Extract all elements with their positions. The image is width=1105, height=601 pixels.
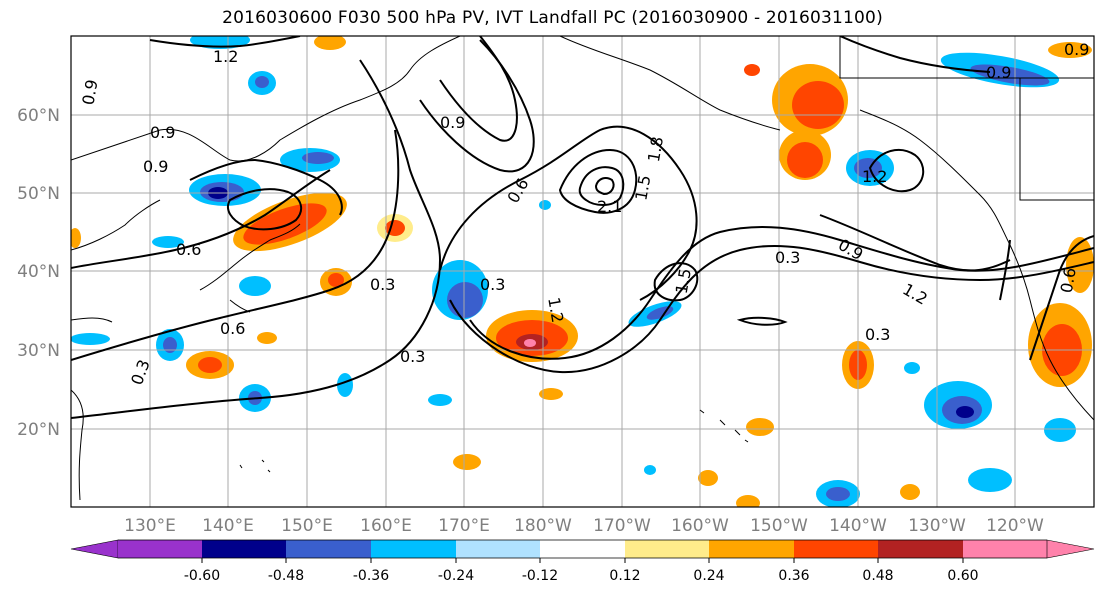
map-title: 2016030600 F030 500 hPa PV, IVT Landfall… xyxy=(222,8,883,28)
lon-label: 140°W xyxy=(829,516,887,536)
contour-label: 0.9 xyxy=(150,123,175,142)
lon-label: 130°E xyxy=(124,516,176,536)
lat-label: 20°N xyxy=(17,420,60,440)
contour-label: 0.9 xyxy=(440,113,465,132)
lon-label: 140°E xyxy=(202,516,254,536)
lon-label: 170°E xyxy=(438,516,490,536)
colorbar-tick-label: -0.36 xyxy=(353,568,389,584)
colorbar-segment xyxy=(118,540,202,558)
contour-label: 0.9 xyxy=(78,78,101,106)
lon-label: 120°W xyxy=(986,516,1044,536)
map-border xyxy=(70,35,1095,508)
lon-label: 150°W xyxy=(750,516,808,536)
colorbar-tick-label: -0.12 xyxy=(522,568,558,584)
colorbar-segment xyxy=(202,540,286,558)
contour-label: 0.3 xyxy=(865,325,890,344)
colorbar-segment xyxy=(878,540,963,558)
contour-label: 0.6 xyxy=(220,319,245,338)
coastlines xyxy=(71,36,1094,501)
contour-label: 1.2 xyxy=(213,47,238,66)
lon-label: 160°E xyxy=(360,516,412,536)
colorbar-tick-label: -0.48 xyxy=(268,568,304,584)
lat-label: 30°N xyxy=(17,341,60,361)
colorbar-segment xyxy=(1046,539,1095,559)
colorbar-segment xyxy=(709,540,794,558)
contour-label: 0.9 xyxy=(986,63,1011,82)
colorbar-tick-label: 0.24 xyxy=(693,568,724,584)
colorbar-tick-label: 0.12 xyxy=(609,568,640,584)
contour-label: 0.6 xyxy=(1057,266,1080,294)
contour-label: 1.2 xyxy=(862,167,887,186)
colorbar-segment xyxy=(540,540,625,558)
longitude-labels: 130°E 140°E 150°E 160°E 170°E 180°W 170°… xyxy=(124,516,1044,536)
lon-label: 180°W xyxy=(514,516,572,536)
colorbar-tick-label: 0.60 xyxy=(947,568,978,584)
colorbar: -0.60 -0.48 -0.36 -0.24 -0.12 0.12 0.24 … xyxy=(70,539,1095,584)
contour-label: 1.5 xyxy=(631,174,654,202)
contour-label: 0.3 xyxy=(400,347,425,366)
colorbar-segment xyxy=(963,540,1047,558)
pv-contours xyxy=(71,36,1094,419)
latitude-labels: 60°N 50°N 40°N 30°N 20°N xyxy=(17,106,60,440)
colorbar-segment xyxy=(70,539,119,559)
contour-label: 2.1 xyxy=(597,197,622,216)
contour-label: 0.6 xyxy=(176,240,201,259)
contour-label: 0.3 xyxy=(480,275,505,294)
colorbar-tick-label: 0.36 xyxy=(778,568,809,584)
colorbar-segment xyxy=(456,540,540,558)
contour-label: 1.2 xyxy=(544,296,567,324)
colorbar-tick-label: -0.60 xyxy=(184,568,220,584)
lon-label: 170°W xyxy=(593,516,651,536)
contour-label: 1.5 xyxy=(672,267,695,295)
lon-label: 160°W xyxy=(671,516,729,536)
contour-label: 0.9 xyxy=(143,157,168,176)
contour-label: 0.9 xyxy=(1064,40,1089,59)
gridlines xyxy=(71,36,1094,507)
lon-label: 130°W xyxy=(908,516,966,536)
colorbar-tick-label: 0.48 xyxy=(862,568,893,584)
lat-label: 60°N xyxy=(17,106,60,126)
lon-label: 150°E xyxy=(281,516,333,536)
lat-label: 40°N xyxy=(17,262,60,282)
colorbar-segment xyxy=(794,540,878,558)
colorbar-segment xyxy=(371,540,456,558)
lat-label: 50°N xyxy=(17,184,60,204)
contour-label: 1.8 xyxy=(644,135,667,163)
contour-label: 0.3 xyxy=(775,248,800,267)
colorbar-tick-label: -0.24 xyxy=(438,568,474,584)
contour-label: 0.3 xyxy=(370,275,395,294)
colorbar-segment xyxy=(625,540,709,558)
colorbar-segment xyxy=(286,540,371,558)
